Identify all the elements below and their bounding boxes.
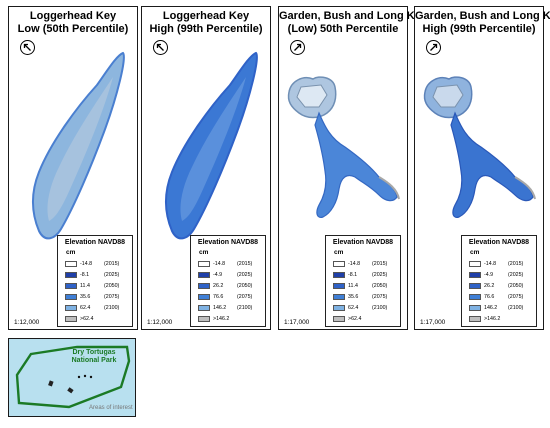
inset-locator-map: Dry Tortugas National Park Areas of inte… (8, 338, 136, 417)
garden-bush-long-keys-map (287, 76, 400, 218)
scale-label: 1:17,000 (420, 319, 446, 326)
map-panel-garden-high: Garden, Bush and Long Keys High (99th Pe… (414, 6, 550, 330)
legend-unit: cm (334, 249, 344, 256)
panel-title: Loggerhead Key Low (50th Percentile) (17, 10, 129, 35)
panel-title: Garden, Bush and Long Keys High (99th Pe… (415, 10, 550, 35)
legend-title: Elevation NAVD88 (332, 239, 394, 246)
north-arrow-icon (426, 40, 441, 55)
north-arrow-icon (20, 40, 35, 55)
park-boundary-outline (15, 345, 131, 409)
legend-title: Elevation NAVD88 (197, 239, 259, 246)
elevation-legend: Elevation NAVD88 cm -14.8 (2015) -4.9 (202… (461, 235, 537, 327)
scale-label: 1:12,000 (147, 319, 173, 326)
legend-unit: cm (470, 249, 480, 256)
panel-title: Loggerhead Key High (99th Percentile) (149, 10, 263, 35)
elevation-legend: Elevation NAVD88 cm -14.8 (2015) -8.1 (202… (57, 235, 133, 327)
elevation-legend: Elevation NAVD88 cm -14.8 (2015) -8.1 (202… (325, 235, 401, 327)
legend-unit: cm (66, 249, 76, 256)
elevation-legend: Elevation NAVD88 cm -14.8 (2015) -4.9 (202… (190, 235, 266, 327)
legend-title: Elevation NAVD88 (468, 239, 530, 246)
garden-bush-long-keys-map (423, 76, 536, 218)
scale-label: 1:12,000 (14, 319, 40, 326)
map-panel-loggerhead-high: Loggerhead Key High (99th Percentile) El… (141, 6, 271, 330)
legend-unit: cm (199, 249, 209, 256)
north-arrow-icon (153, 40, 168, 55)
loggerhead-key-map (32, 51, 125, 240)
map-panel-garden-low: Garden, Bush and Long Keys (Low) 50th Pe… (278, 6, 434, 330)
north-arrow-icon (290, 40, 305, 55)
loggerhead-key-map (165, 51, 258, 240)
panel-title: Garden, Bush and Long Keys (Low) 50th Pe… (279, 10, 434, 35)
park-name-label: Dry Tortugas National Park (71, 349, 117, 364)
scale-label: 1:17,000 (284, 319, 310, 326)
legend-title: Elevation NAVD88 (64, 239, 126, 246)
areas-of-interest-label: Areas of interest (89, 405, 133, 411)
map-panel-loggerhead-low: Loggerhead Key Low (50th Percentile) Ele… (8, 6, 138, 330)
